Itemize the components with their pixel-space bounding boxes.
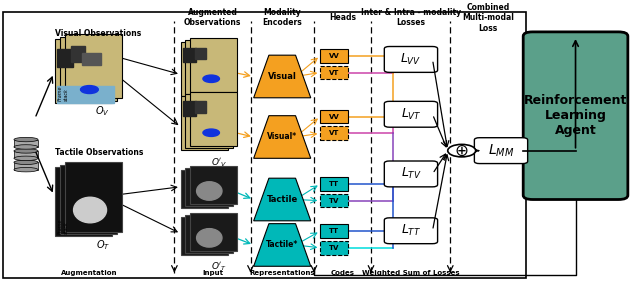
FancyBboxPatch shape <box>320 127 348 140</box>
Text: TV: TV <box>329 198 339 204</box>
Text: Inter & Intra - modality
Losses: Inter & Intra - modality Losses <box>360 8 461 27</box>
Ellipse shape <box>196 229 222 247</box>
FancyBboxPatch shape <box>385 101 438 127</box>
Text: $\oplus$: $\oplus$ <box>454 142 469 160</box>
Ellipse shape <box>14 156 38 160</box>
Bar <box>60 37 116 101</box>
Text: Input: Input <box>202 271 223 276</box>
Ellipse shape <box>14 145 38 149</box>
Ellipse shape <box>14 167 38 172</box>
FancyBboxPatch shape <box>320 194 348 208</box>
Bar <box>83 53 102 64</box>
Text: VT: VT <box>329 130 339 136</box>
Bar <box>195 47 206 59</box>
Text: $L_{TV}$: $L_{TV}$ <box>401 166 421 181</box>
Bar <box>183 47 196 62</box>
Bar <box>57 86 114 103</box>
Text: Visual: Visual <box>268 72 297 81</box>
Text: Augmentation: Augmentation <box>61 271 117 276</box>
Polygon shape <box>253 55 311 98</box>
Text: VV: VV <box>329 114 340 120</box>
Bar <box>65 162 122 232</box>
Bar <box>60 164 116 234</box>
FancyBboxPatch shape <box>320 66 348 79</box>
Text: Frame
stack: Frame stack <box>58 85 68 101</box>
Text: Visual Observations: Visual Observations <box>55 29 141 38</box>
Ellipse shape <box>196 182 222 200</box>
Bar <box>14 151 38 158</box>
Bar <box>54 167 111 236</box>
Bar <box>185 94 233 148</box>
Text: TT: TT <box>329 181 339 187</box>
Bar <box>189 38 237 92</box>
Text: $O'_V$: $O'_V$ <box>211 156 227 168</box>
Bar <box>14 162 38 170</box>
Bar <box>54 39 111 103</box>
Text: Codes: Codes <box>330 271 355 276</box>
Text: TT: TT <box>329 228 339 234</box>
Text: Heads: Heads <box>329 13 356 22</box>
Text: Frame
stack: Frame stack <box>58 219 68 234</box>
Text: $L_{VV}$: $L_{VV}$ <box>400 52 422 67</box>
Bar <box>185 40 233 94</box>
Text: Tactile Observations: Tactile Observations <box>55 148 143 157</box>
FancyBboxPatch shape <box>320 110 348 123</box>
Ellipse shape <box>14 160 38 164</box>
Text: Visual*: Visual* <box>267 132 297 142</box>
Text: $O'_T$: $O'_T$ <box>211 261 227 273</box>
Bar <box>195 101 206 113</box>
Ellipse shape <box>74 197 106 223</box>
Circle shape <box>203 75 220 82</box>
Text: VT: VT <box>329 70 339 75</box>
FancyBboxPatch shape <box>385 161 438 187</box>
FancyBboxPatch shape <box>385 47 438 72</box>
FancyBboxPatch shape <box>320 177 348 191</box>
Text: VV: VV <box>329 53 340 59</box>
FancyBboxPatch shape <box>524 32 628 199</box>
Circle shape <box>203 129 220 136</box>
FancyBboxPatch shape <box>385 218 438 244</box>
Circle shape <box>81 86 99 94</box>
Text: Combined
Multi-modal
Loss: Combined Multi-modal Loss <box>462 3 515 33</box>
Text: $O_T$: $O_T$ <box>95 238 110 252</box>
Bar <box>65 34 122 98</box>
Bar <box>189 92 237 146</box>
Text: Modality
Encoders: Modality Encoders <box>262 8 302 27</box>
Ellipse shape <box>14 137 38 142</box>
FancyBboxPatch shape <box>320 49 348 62</box>
Circle shape <box>448 144 476 157</box>
Text: Reinforcement
Learning
Agent: Reinforcement Learning Agent <box>524 94 627 137</box>
Bar <box>180 96 228 150</box>
FancyBboxPatch shape <box>474 138 527 164</box>
Text: $O_V$: $O_V$ <box>95 104 110 118</box>
Bar <box>189 166 237 204</box>
FancyBboxPatch shape <box>320 241 348 255</box>
Text: Tactile: Tactile <box>267 195 298 204</box>
Polygon shape <box>253 116 311 158</box>
Text: Augmented
Observations: Augmented Observations <box>184 8 241 27</box>
Text: $L_{TT}$: $L_{TT}$ <box>401 223 421 238</box>
Ellipse shape <box>14 149 38 153</box>
Bar <box>180 216 228 255</box>
Text: Representations: Representations <box>250 271 315 276</box>
Text: $L_{VT}$: $L_{VT}$ <box>401 107 421 122</box>
FancyBboxPatch shape <box>320 224 348 238</box>
Bar <box>185 214 233 253</box>
Text: $L_{MM}$: $L_{MM}$ <box>488 142 514 159</box>
Text: TV: TV <box>329 245 339 251</box>
Bar <box>180 170 228 208</box>
Polygon shape <box>253 224 311 266</box>
FancyBboxPatch shape <box>3 12 526 278</box>
Bar <box>180 42 228 96</box>
Bar <box>189 213 237 251</box>
Bar <box>183 101 196 116</box>
Bar <box>14 140 38 147</box>
Text: Tactile*: Tactile* <box>266 240 298 249</box>
Polygon shape <box>253 178 311 221</box>
Bar <box>57 49 73 67</box>
Bar <box>71 46 85 62</box>
Bar <box>185 168 233 206</box>
Text: Weighted Sum of Losses: Weighted Sum of Losses <box>362 271 460 276</box>
